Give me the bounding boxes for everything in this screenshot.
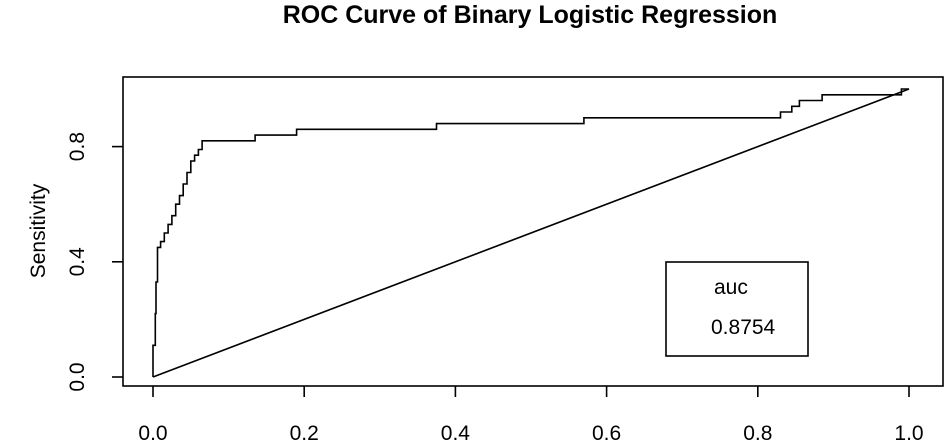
x-tick-label: 0.8 bbox=[743, 422, 772, 445]
x-tick-label: 0.6 bbox=[592, 422, 621, 445]
chart-title: ROC Curve of Binary Logistic Regression bbox=[283, 1, 778, 29]
y-axis-label: Sensitivity bbox=[27, 183, 50, 278]
y-tick-label: 0.4 bbox=[66, 247, 89, 277]
x-tick-label: 0.2 bbox=[290, 422, 319, 445]
x-tick-label: 1.0 bbox=[894, 422, 923, 445]
auc-legend-value: 0.8754 bbox=[711, 316, 776, 339]
auc-legend: auc 0.8754 bbox=[665, 261, 809, 357]
auc-legend-title: auc bbox=[714, 276, 748, 299]
x-tick-label: 0.0 bbox=[138, 422, 167, 445]
plot-frame bbox=[122, 76, 944, 387]
x-axis: 0.0 0.2 0.4 0.6 0.8 1.0 bbox=[138, 386, 924, 445]
y-tick-label: 0.0 bbox=[66, 362, 89, 391]
x-tick-label: 0.4 bbox=[441, 422, 471, 445]
y-tick-label: 0.8 bbox=[66, 132, 89, 161]
roc-curve-line bbox=[152, 88, 909, 377]
chance-diagonal-line bbox=[152, 88, 910, 378]
y-axis: 0.0 0.4 0.8 bbox=[66, 132, 123, 392]
auc-legend-box bbox=[665, 261, 809, 357]
